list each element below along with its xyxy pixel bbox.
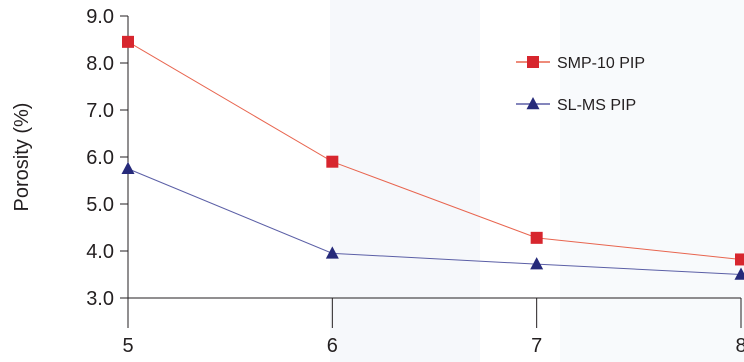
data-point-square bbox=[122, 35, 134, 48]
background-band bbox=[330, 0, 480, 362]
y-tick-label: 5.0 bbox=[86, 194, 114, 216]
data-point-triangle bbox=[325, 246, 339, 259]
y-tick-label: 8.0 bbox=[86, 53, 114, 75]
data-point-square bbox=[530, 231, 543, 244]
y-tick-label: 9.0 bbox=[86, 6, 114, 28]
legend-marker-square bbox=[527, 56, 539, 68]
series-line bbox=[127, 41, 742, 260]
data-point-square bbox=[735, 253, 744, 266]
x-tick-label: 8 bbox=[735, 335, 744, 357]
y-axis-label: Porosity (%) bbox=[11, 103, 33, 212]
x-tick-label: 7 bbox=[531, 335, 542, 357]
legend-label: SMP-10 PIP bbox=[557, 55, 645, 72]
data-point-square bbox=[326, 155, 339, 168]
series-layer bbox=[121, 35, 744, 280]
x-tick-label: 6 bbox=[327, 335, 338, 357]
data-point-triangle bbox=[121, 161, 135, 175]
legend-item: SL-MS PIP bbox=[516, 96, 636, 114]
x-axis-ticks: 5 6 7 8 bbox=[122, 298, 744, 357]
legend-label: SL-MS PIP bbox=[557, 97, 636, 114]
series-1 bbox=[122, 35, 744, 266]
data-point-triangle bbox=[734, 267, 744, 280]
legend: SMP-10 PIP SL-MS PIP bbox=[516, 55, 645, 114]
series-line bbox=[127, 168, 742, 275]
y-tick-label: 7.0 bbox=[86, 100, 114, 122]
legend-marker-triangle bbox=[526, 96, 540, 110]
legend-item: SMP-10 PIP bbox=[516, 55, 645, 72]
y-tick-label: 4.0 bbox=[86, 241, 114, 263]
background-band bbox=[560, 0, 744, 362]
x-tick-label: 5 bbox=[122, 335, 133, 357]
y-tick-label: 6.0 bbox=[86, 147, 114, 169]
series-2 bbox=[121, 161, 744, 280]
y-axis-ticks: 3.0 4.0 5.0 6.0 7.0 8.0 9.0 bbox=[86, 6, 128, 310]
y-tick-label: 3.0 bbox=[86, 288, 114, 310]
data-point-triangle bbox=[530, 257, 544, 270]
background-decoration bbox=[330, 0, 744, 362]
